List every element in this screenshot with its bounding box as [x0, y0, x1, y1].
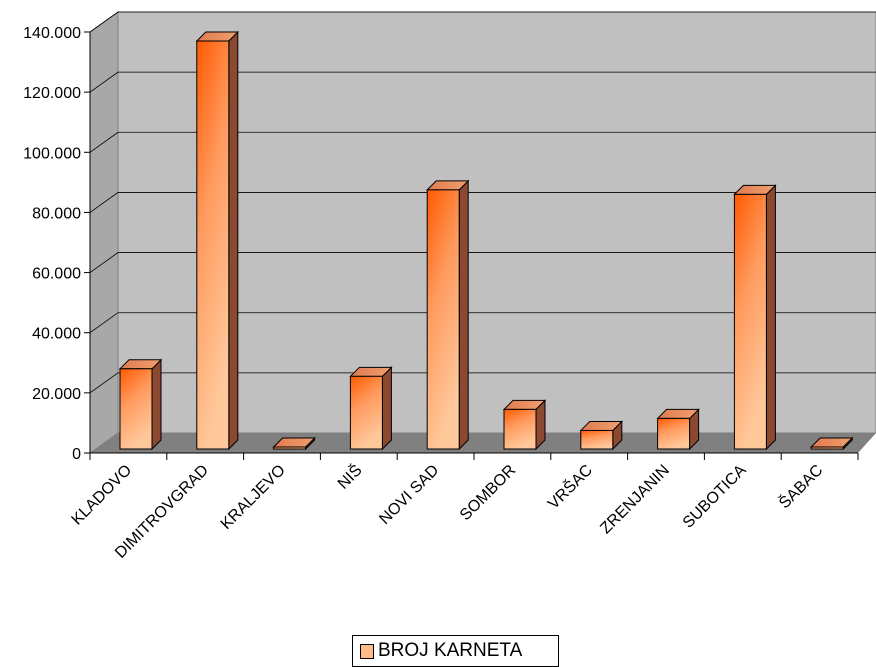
bar-front [196, 40, 230, 450]
x-category-label: KLADOVO [69, 462, 136, 529]
bar-front [810, 446, 844, 450]
x-category-label: NOVI SAD [376, 462, 442, 528]
bar-side [458, 179, 469, 451]
bar-front [273, 446, 307, 450]
legend-swatch [360, 643, 374, 659]
bar [502, 399, 547, 451]
gridline [89, 312, 876, 334]
y-tick-label: 80.000 [32, 205, 81, 222]
gridline [89, 192, 876, 213]
y-tick-label: 0 [72, 446, 81, 463]
bar-side [151, 358, 162, 451]
bar [272, 436, 316, 451]
bar-front [657, 417, 691, 450]
gridline [89, 131, 876, 153]
x-category-label: VRŠAC [544, 460, 596, 512]
x-category-label: NIŠ [333, 460, 365, 492]
bar-front [503, 408, 537, 450]
y-tick-label: 20.000 [32, 386, 81, 403]
bar [195, 30, 240, 451]
x-category-label: KRALJEVO [218, 462, 289, 533]
y-tick-label: 140.000 [23, 25, 81, 42]
bar-front [119, 368, 153, 450]
y-tick-label: 120.000 [23, 85, 81, 102]
gridline [89, 372, 876, 394]
y-tick-label: 40.000 [32, 326, 81, 343]
bar [118, 358, 163, 451]
x-category-label: SOMBOR [457, 462, 519, 524]
legend: BROJ KARNETA [352, 635, 559, 667]
gridline [89, 252, 876, 273]
x-category-label: ZRENJANIN [597, 462, 673, 538]
bar-front [349, 375, 383, 450]
bar-front [733, 193, 767, 450]
bar [809, 436, 854, 451]
bar-side [228, 30, 239, 451]
bar [349, 366, 393, 451]
bar [733, 184, 777, 451]
legend-label: BROJ KARNETA [378, 640, 523, 661]
bar [425, 179, 470, 451]
bar [579, 420, 624, 451]
bar-front [580, 429, 614, 450]
gridline [89, 71, 876, 93]
bar-side [765, 184, 776, 451]
bar [656, 408, 700, 451]
y-tick-label: 100.000 [23, 145, 81, 162]
bar-front [426, 189, 460, 450]
x-category-label: ŠABAC [775, 460, 827, 512]
gridline [89, 11, 876, 33]
x-category-label: SUBOTICA [680, 462, 750, 532]
chart-side-wall [89, 11, 119, 454]
bar-side [381, 366, 392, 451]
y-tick-label: 60.000 [32, 266, 81, 283]
